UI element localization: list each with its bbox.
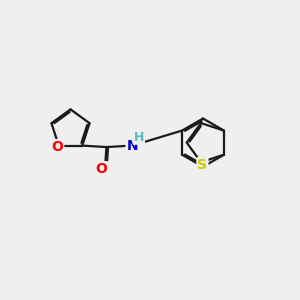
- Text: O: O: [51, 140, 63, 154]
- Text: H: H: [134, 131, 144, 144]
- Text: O: O: [95, 162, 107, 176]
- Text: S: S: [197, 158, 207, 172]
- Text: N: N: [127, 139, 138, 153]
